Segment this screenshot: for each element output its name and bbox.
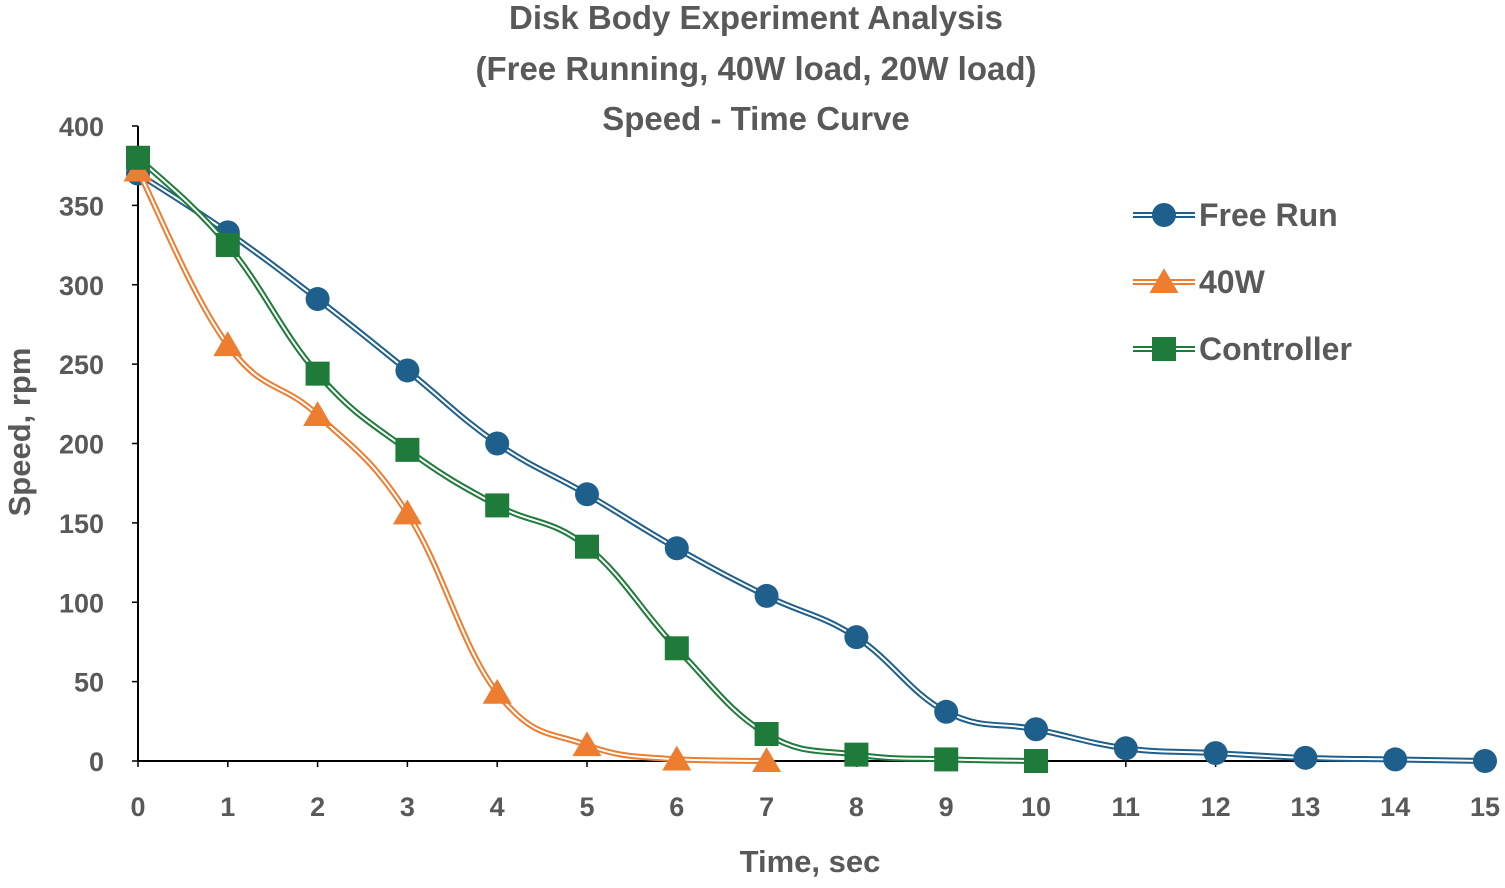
x-tick-label: 11 — [1112, 792, 1141, 822]
data-point-controller — [754, 722, 779, 747]
data-point-controller — [1024, 749, 1048, 773]
data-point-free-run — [934, 699, 959, 724]
y-tick-label: 50 — [74, 668, 104, 698]
data-point-40w — [662, 745, 692, 771]
data-point-40w — [482, 678, 512, 704]
chart-title-line-3: Speed - Time Curve — [602, 100, 910, 137]
x-tick-label: 7 — [759, 792, 774, 822]
series-free-run — [126, 161, 1497, 773]
x-tick-label: 8 — [849, 792, 864, 822]
data-point-free-run — [1024, 717, 1048, 742]
series-40w — [123, 156, 782, 773]
series-line-inner — [137, 157, 1037, 762]
data-point-free-run — [754, 583, 779, 608]
series-controller — [126, 145, 1048, 773]
data-point-free-run — [844, 625, 869, 650]
data-point-controller — [485, 493, 510, 518]
series-line-outer — [135, 155, 1037, 764]
data-point-free-run — [1383, 747, 1408, 772]
data-point-free-run — [1473, 749, 1497, 773]
legend-item-controller: Controller — [1133, 331, 1352, 367]
chart-title-line-2: (Free Running, 40W load, 20W load) — [475, 50, 1036, 87]
x-tick-label: 12 — [1201, 792, 1231, 822]
legend-label: 40W — [1199, 264, 1266, 300]
y-tick-label: 300 — [59, 271, 104, 301]
series-lines — [123, 145, 1497, 773]
data-point-controller — [126, 145, 150, 170]
data-point-controller — [305, 361, 330, 386]
x-tick-label: 13 — [1290, 792, 1320, 822]
x-tick-label: 10 — [1021, 792, 1051, 822]
y-tick-label: 150 — [59, 509, 104, 539]
data-point-controller — [215, 233, 240, 258]
x-tick-label: 3 — [400, 792, 415, 822]
y-axis-title: Speed, rpm — [2, 348, 37, 517]
x-tick-label: 6 — [669, 792, 684, 822]
data-point-free-run — [1113, 736, 1138, 761]
data-point-free-run — [485, 431, 510, 456]
x-axis-title: Time, sec — [740, 844, 881, 879]
x-tick-label: 1 — [220, 792, 235, 822]
data-point-free-run — [305, 287, 330, 312]
legend-label: Free Run — [1199, 197, 1338, 233]
y-tick-label: 250 — [59, 350, 104, 380]
y-tick-label: 200 — [59, 430, 104, 460]
data-point-free-run — [1293, 745, 1318, 770]
data-point-40w — [303, 401, 333, 426]
data-point-controller — [575, 534, 599, 559]
x-tick-label: 2 — [310, 792, 325, 822]
series-line-outer — [135, 169, 767, 764]
data-point-free-run — [1203, 741, 1228, 766]
x-tick-label: 14 — [1380, 792, 1410, 822]
y-tick-label: 100 — [59, 588, 104, 618]
series-line-outer — [136, 171, 1486, 764]
series-line-inner — [137, 169, 767, 762]
data-point-40w — [752, 747, 782, 773]
legend-item-free-run: Free Run — [1133, 197, 1338, 233]
data-point-free-run — [395, 358, 420, 383]
chart-title-line-1: Disk Body Experiment Analysis — [509, 0, 1003, 36]
y-tick-label: 400 — [59, 112, 104, 142]
legend-label: Controller — [1199, 331, 1352, 367]
data-point-free-run — [575, 482, 599, 507]
data-point-controller — [664, 636, 689, 661]
x-tick-label: 15 — [1470, 792, 1500, 822]
x-tick-label: 4 — [490, 792, 505, 822]
series-line-inner — [137, 172, 1486, 762]
legend-marker — [1152, 337, 1176, 361]
data-point-40w — [213, 331, 243, 357]
axes: 0 1 2 3 4 5 6 7 8 9 10 11 12 13 14 15050100150200250300… — [59, 112, 1500, 822]
x-tick-label: 0 — [130, 792, 145, 822]
legend: Free Run 40W Controller — [1133, 197, 1352, 367]
x-tick-label: 9 — [939, 792, 954, 822]
data-point-40w — [392, 499, 422, 525]
data-point-free-run — [664, 536, 689, 561]
y-tick-label: 350 — [59, 191, 104, 221]
y-tick-label: 0 — [89, 747, 104, 777]
legend-marker — [1149, 268, 1179, 294]
data-point-controller — [934, 747, 959, 772]
chart-title: Disk Body Experiment Analysis (Free Runn… — [475, 0, 1036, 137]
legend-item-40w: 40W — [1133, 264, 1266, 300]
data-point-controller — [844, 742, 869, 767]
data-point-controller — [395, 437, 420, 462]
data-point-40w — [572, 731, 602, 757]
x-tick-label: 5 — [579, 792, 594, 822]
legend-marker — [1152, 203, 1176, 227]
